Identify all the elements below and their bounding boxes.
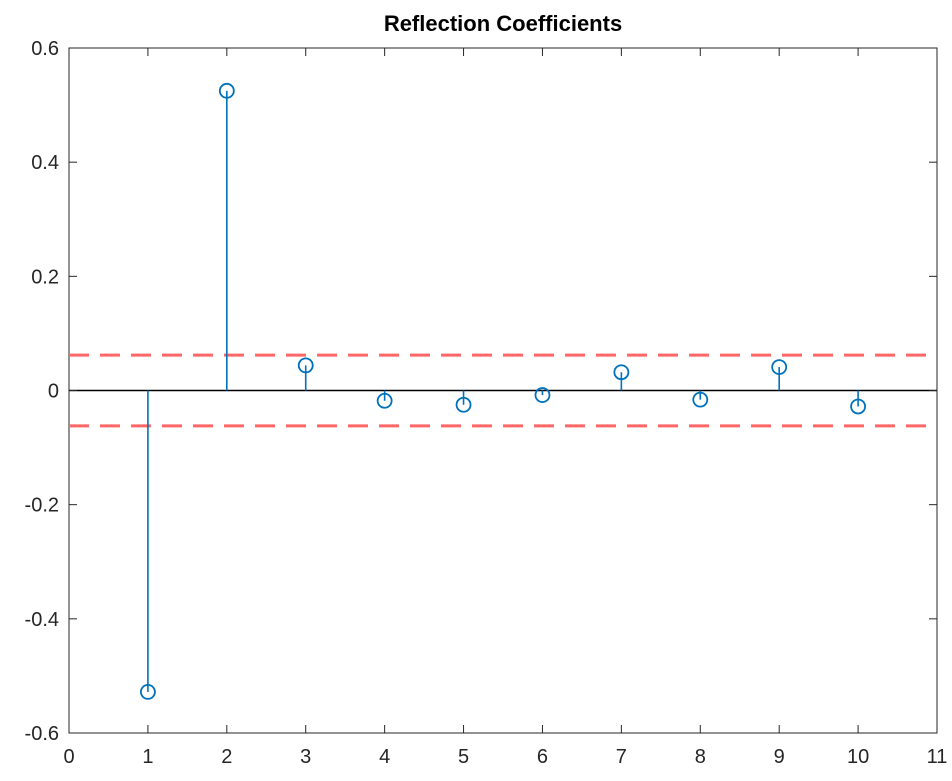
x-axis-ticks: 0 1 2 3 4 5 6 7 8 9 10 11 <box>63 48 947 768</box>
x-tick-label: 8 <box>695 746 706 768</box>
x-tick-label: 6 <box>537 746 548 768</box>
y-tick-label: -0.2 <box>25 495 59 517</box>
y-tick-label: 0 <box>48 381 59 403</box>
x-tick-label: 1 <box>142 746 153 768</box>
y-tick-label: 0.4 <box>31 152 59 174</box>
y-tick-label: -0.4 <box>25 609 59 631</box>
stem-series <box>140 82 866 700</box>
y-tick-label: -0.6 <box>25 723 59 745</box>
x-tick-label: 10 <box>847 746 869 768</box>
stem-marker <box>140 684 156 700</box>
reference-lines <box>69 353 937 428</box>
stem-marker <box>692 391 709 408</box>
chart-title: Reflection Coefficients <box>384 11 622 36</box>
stem-marker <box>771 359 788 375</box>
stem-marker <box>218 82 235 99</box>
stem-marker <box>376 392 393 409</box>
x-tick-label: 9 <box>774 746 785 768</box>
x-tick-label: 0 <box>63 746 74 768</box>
x-tick-label: 5 <box>458 746 469 768</box>
stem-marker <box>534 387 551 403</box>
stem-marker <box>455 396 472 413</box>
stem-marker <box>297 357 314 374</box>
stem-marker <box>850 398 866 415</box>
x-tick-label: 3 <box>300 746 311 768</box>
x-tick-label: 7 <box>616 746 627 768</box>
y-tick-label: 0.6 <box>31 38 59 60</box>
y-axis-ticks: -0.6 -0.4 -0.2 0 0.2 0.4 0.6 <box>25 38 937 745</box>
x-tick-label: 4 <box>379 746 390 768</box>
y-tick-label: 0.2 <box>31 266 59 288</box>
x-tick-label: 2 <box>221 746 232 768</box>
stem-marker <box>613 364 630 381</box>
x-tick-label: 11 <box>927 746 948 768</box>
